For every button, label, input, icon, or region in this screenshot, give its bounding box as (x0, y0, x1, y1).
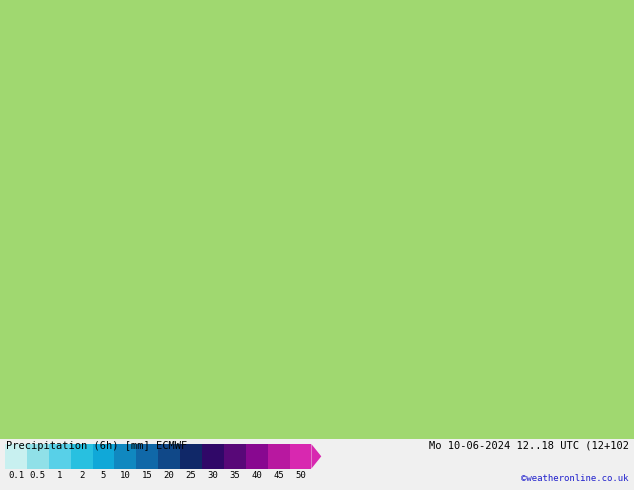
FancyBboxPatch shape (136, 444, 158, 468)
Text: 40: 40 (251, 470, 262, 480)
Text: 50: 50 (295, 470, 306, 480)
Text: 30: 30 (207, 470, 218, 480)
Text: 10: 10 (120, 470, 131, 480)
Text: ©weatheronline.co.uk: ©weatheronline.co.uk (521, 474, 629, 483)
Text: Precipitation (6h) [mm] ECMWF: Precipitation (6h) [mm] ECMWF (6, 441, 188, 450)
Text: 1: 1 (57, 470, 63, 480)
Polygon shape (311, 444, 321, 468)
Text: Mo 10-06-2024 12..18 UTC (12+102: Mo 10-06-2024 12..18 UTC (12+102 (429, 441, 629, 450)
Text: 35: 35 (230, 470, 240, 480)
Text: 2: 2 (79, 470, 84, 480)
Text: 20: 20 (164, 470, 174, 480)
FancyBboxPatch shape (224, 444, 246, 468)
Text: 15: 15 (142, 470, 153, 480)
FancyBboxPatch shape (268, 444, 290, 468)
FancyBboxPatch shape (93, 444, 115, 468)
FancyBboxPatch shape (158, 444, 180, 468)
FancyBboxPatch shape (49, 444, 71, 468)
Text: 0.1: 0.1 (8, 470, 24, 480)
FancyBboxPatch shape (115, 444, 136, 468)
Text: 5: 5 (101, 470, 107, 480)
FancyBboxPatch shape (71, 444, 93, 468)
FancyBboxPatch shape (27, 444, 49, 468)
FancyBboxPatch shape (202, 444, 224, 468)
FancyBboxPatch shape (290, 444, 311, 468)
FancyBboxPatch shape (5, 444, 27, 468)
Text: 0.5: 0.5 (30, 470, 46, 480)
Text: 25: 25 (186, 470, 197, 480)
FancyBboxPatch shape (246, 444, 268, 468)
FancyBboxPatch shape (180, 444, 202, 468)
Text: 45: 45 (273, 470, 284, 480)
